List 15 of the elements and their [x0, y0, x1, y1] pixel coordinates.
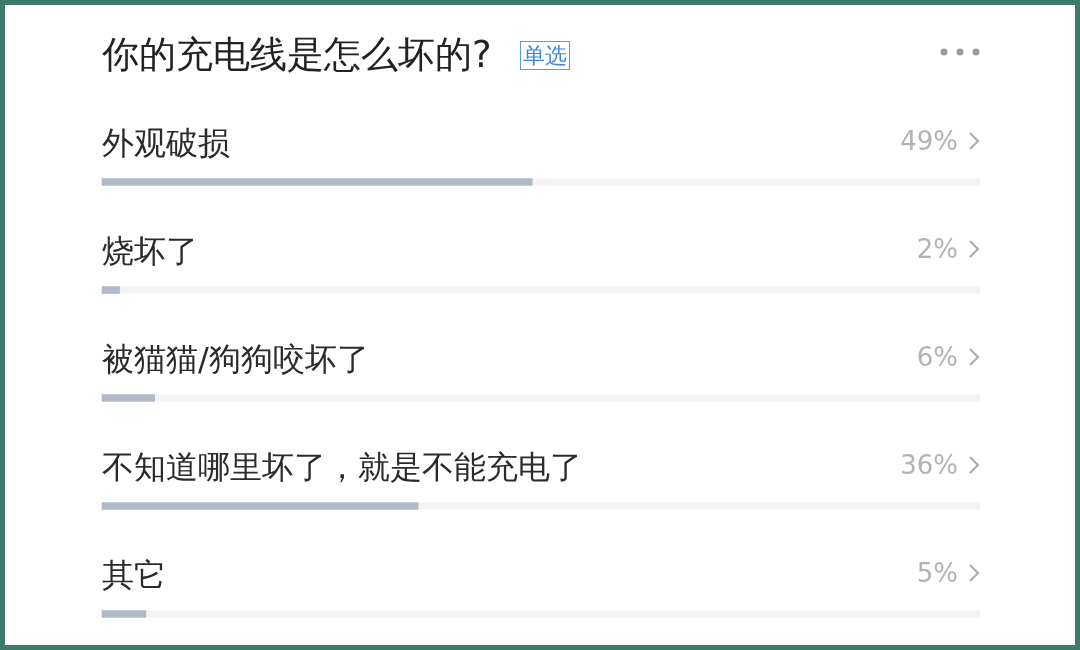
y-tick-label: 外观破损	[102, 124, 230, 163]
bar	[101, 394, 156, 402]
y-tick-label: 被猫猫/狗狗咬坏了	[102, 340, 369, 379]
bar	[101, 286, 120, 294]
data-label: 6%	[916, 341, 958, 372]
bar	[101, 610, 147, 618]
y-tick-label: 其它	[102, 556, 166, 595]
data-label: 2%	[916, 233, 958, 264]
chart-subtitle: 单选	[519, 40, 570, 70]
y-tick-label: 烧坏了	[102, 232, 198, 271]
y-tick-label: 不知道哪里坏了，就是不能充电了	[102, 448, 582, 487]
data-label: 49%	[900, 125, 958, 156]
data-label: 5%	[916, 557, 958, 588]
data-label: 36%	[900, 449, 958, 480]
chart-title: 你的充电线是怎么坏的?	[102, 32, 492, 78]
